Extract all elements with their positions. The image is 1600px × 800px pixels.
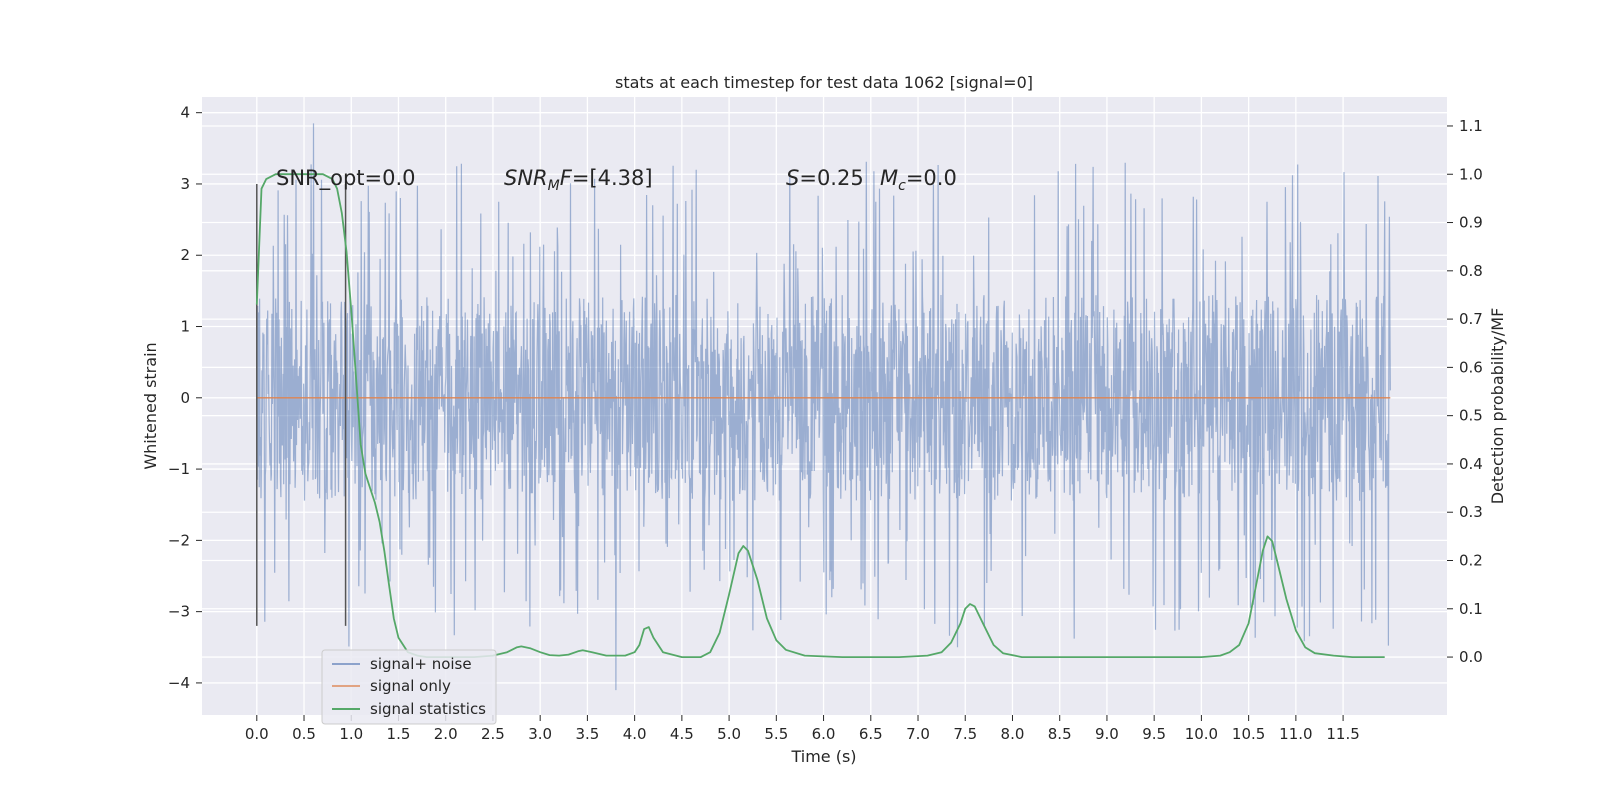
y-tick-label: 2: [180, 246, 190, 264]
y-tick-label: −4: [168, 674, 190, 692]
chart-title: stats at each timestep for test data 106…: [615, 73, 1033, 92]
signal-noise-series: [256, 123, 1391, 691]
y-tick-label: −2: [168, 531, 190, 549]
y2-tick-label: 1.1: [1459, 117, 1483, 135]
legend-label-signal-only: signal only: [370, 677, 451, 695]
x-tick-label: 3.0: [528, 725, 552, 743]
legend-label-signal-noise: signal+ noise: [370, 655, 472, 673]
s-annotation: S=0.25: [786, 166, 864, 190]
y-tick-label: 3: [180, 175, 190, 193]
y-axis-label: Whitened strain: [141, 342, 160, 469]
x-tick-label: 4.0: [623, 725, 647, 743]
mc-annotation: Mc=0.0: [880, 166, 957, 194]
x-tick-label: 10.5: [1232, 725, 1265, 743]
signal-noise-line: [256, 123, 1391, 691]
y2-tick-label: 0.0: [1459, 648, 1483, 666]
event-markers: [256, 183, 347, 626]
y2-tick-label: 0.1: [1459, 600, 1483, 618]
x-tick-label: 5.5: [764, 725, 788, 743]
y2-tick-label: 0.9: [1459, 214, 1483, 232]
x-tick-label: 11.0: [1279, 725, 1312, 743]
y-tick-label: −1: [168, 460, 190, 478]
y-tick-label: 0: [180, 389, 190, 407]
x-tick-label: 11.5: [1326, 725, 1359, 743]
x-tick-label: 6.5: [859, 725, 883, 743]
y2-tick-label: 0.5: [1459, 407, 1483, 425]
x-tick-label: 9.0: [1095, 725, 1119, 743]
x-tick-label: 7.5: [953, 725, 977, 743]
y2-axis-label: Detection probability/MF: [1488, 308, 1507, 505]
snr-opt-annotation: SNR_opt=0.0: [276, 166, 416, 191]
y2-tick-label: 0.6: [1459, 358, 1483, 376]
x-tick-label: 5.0: [717, 725, 741, 743]
y2-tick-label: 1.0: [1459, 165, 1483, 183]
x-tick-label: 0.5: [292, 725, 316, 743]
snr-mf-annotation: SNRMF=[4.38]: [504, 166, 653, 194]
x-tick-label: 0.0: [245, 725, 269, 743]
x-tick-label: 1.5: [387, 725, 411, 743]
x-tick-label: 8.0: [1001, 725, 1025, 743]
y2-tick-label: 0.8: [1459, 262, 1483, 280]
legend-box: [321, 649, 497, 725]
y2-tick-label: 0.7: [1459, 310, 1483, 328]
legend-label-signal-statistics: signal statistics: [370, 700, 486, 718]
x-tick-label: 10.0: [1185, 725, 1218, 743]
y2-tick-label: 0.4: [1459, 455, 1483, 473]
x-tick-label: 1.0: [339, 725, 363, 743]
signal-statistics-line: [255, 173, 1385, 658]
x-tick-label: 6.0: [812, 725, 836, 743]
x-tick-label: 7.0: [906, 725, 930, 743]
x-axis-label: Time (s): [790, 747, 856, 766]
y-tick-label: 1: [180, 318, 190, 336]
y-ticks: −4 −3 −2 −1 0 1 2 3 4: [168, 104, 202, 692]
signal-statistics-series: [255, 173, 1385, 658]
y2-ticks: 0.0 0.1 0.2 0.3 0.4 0.5 0.6 0.7 0.8 0.9 1.0 1.1: [1447, 117, 1483, 666]
y2-tick-label: 0.2: [1459, 552, 1483, 570]
x-tick-label: 9.5: [1142, 725, 1166, 743]
legend: signal+ noise signal only signal statist…: [321, 649, 497, 725]
x-tick-label: 8.5: [1048, 725, 1072, 743]
x-tick-label: 4.5: [670, 725, 694, 743]
y-tick-label: −3: [168, 603, 190, 621]
x-ticks: 0.0 0.5 1.0 1.5 2.0 2.5 3.0 3.5 4.0 4.5 5.0 5.5 6.0 6…: [245, 715, 1360, 743]
x-tick-label: 2.0: [434, 725, 458, 743]
y2-tick-label: 0.3: [1459, 503, 1483, 521]
x-tick-label: 2.5: [481, 725, 505, 743]
x-tick-label: 3.5: [575, 725, 599, 743]
y-tick-label: 4: [180, 104, 190, 122]
